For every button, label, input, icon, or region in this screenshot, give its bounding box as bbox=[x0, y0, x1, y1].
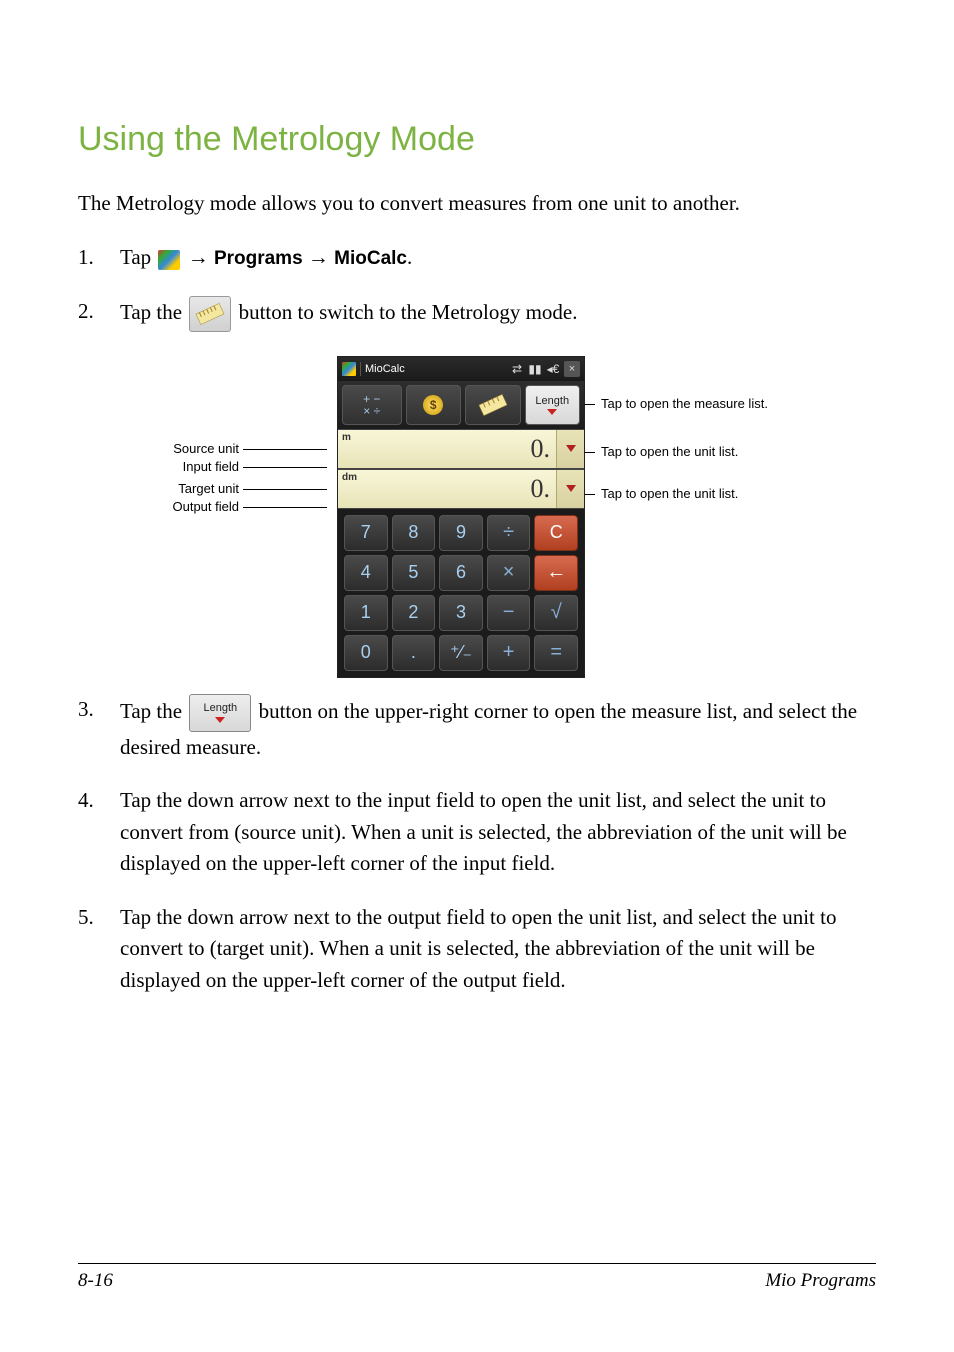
input-field[interactable]: m 0. bbox=[338, 429, 584, 469]
key-backspace[interactable]: ← bbox=[534, 555, 578, 591]
length-button-label: Length bbox=[204, 703, 238, 714]
mode-bar: + −× ÷ $ Length bbox=[338, 381, 584, 429]
metrology-mode-button[interactable] bbox=[465, 385, 521, 425]
currency-mode-button[interactable]: $ bbox=[406, 385, 462, 425]
keypad: 7 8 9 ÷ C 4 5 6 × ← 1 2 3 − √ 0 . ⁺⁄₋ + … bbox=[338, 509, 584, 677]
step2-a: Tap the bbox=[120, 300, 187, 324]
arrow-1: → bbox=[188, 246, 209, 269]
step-5: Tap the down arrow next to the output fi… bbox=[78, 902, 876, 997]
key-divide[interactable]: ÷ bbox=[487, 515, 531, 551]
step1-tap: Tap bbox=[120, 245, 156, 269]
close-icon[interactable]: × bbox=[564, 361, 580, 377]
key-4[interactable]: 4 bbox=[344, 555, 388, 591]
key-subtract[interactable]: − bbox=[487, 595, 531, 631]
miocalc-label: MioCalc bbox=[334, 248, 407, 269]
step3-a: Tap the bbox=[120, 699, 187, 723]
measure-selector-label: Length bbox=[535, 395, 569, 407]
calculator-mode-button[interactable]: + −× ÷ bbox=[342, 385, 402, 425]
key-multiply[interactable]: × bbox=[487, 555, 531, 591]
step-3: Tap the Length button on the upper-right… bbox=[78, 694, 876, 764]
key-sqrt[interactable]: √ bbox=[534, 595, 578, 631]
title-bar: MioCalc ⇄ ▮▮ ◂€ × bbox=[338, 357, 584, 381]
step-1: Tap → Programs → MioCalc. bbox=[78, 242, 876, 274]
source-unit-dropdown[interactable] bbox=[556, 430, 584, 468]
chevron-down-icon bbox=[547, 409, 557, 415]
signal-icon[interactable]: ▮▮ bbox=[528, 362, 542, 376]
title-divider bbox=[360, 362, 361, 376]
intro-text: The Metrology mode allows you to convert… bbox=[78, 189, 876, 218]
miocalc-window: MioCalc ⇄ ▮▮ ◂€ × + −× ÷ $ bbox=[337, 356, 585, 678]
programs-label: Programs bbox=[214, 248, 303, 269]
key-1[interactable]: 1 bbox=[344, 595, 388, 631]
key-2[interactable]: 2 bbox=[392, 595, 436, 631]
callout-output-field: Output field bbox=[173, 499, 240, 514]
key-3[interactable]: 3 bbox=[439, 595, 483, 631]
key-plusminus[interactable]: ⁺⁄₋ bbox=[439, 635, 483, 671]
callout-measure-list: Tap to open the measure list. bbox=[601, 396, 768, 411]
ruler-button-icon bbox=[189, 296, 231, 332]
page-footer: 8-16 Mio Programs bbox=[78, 1263, 876, 1292]
window-title: MioCalc bbox=[365, 363, 405, 375]
start-icon bbox=[158, 250, 180, 270]
key-add[interactable]: + bbox=[487, 635, 531, 671]
app-logo-icon bbox=[342, 362, 356, 376]
key-dot[interactable]: . bbox=[392, 635, 436, 671]
chevron-down-icon bbox=[566, 445, 576, 452]
callout-input-field: Input field bbox=[183, 459, 239, 474]
step-2: Tap the button to switch to the Metrolog… bbox=[78, 296, 876, 332]
source-unit-label: m bbox=[342, 432, 351, 443]
key-clear[interactable]: C bbox=[534, 515, 578, 551]
chevron-down-icon bbox=[215, 717, 225, 723]
volume-icon[interactable]: ◂€ bbox=[546, 362, 560, 376]
length-button-icon: Length bbox=[189, 694, 251, 732]
key-6[interactable]: 6 bbox=[439, 555, 483, 591]
page-heading: Using the Metrology Mode bbox=[78, 120, 876, 159]
metrology-figure: Source unit Input field Target unit Outp… bbox=[127, 356, 827, 666]
key-9[interactable]: 9 bbox=[439, 515, 483, 551]
callout-target-unit: Target unit bbox=[178, 481, 239, 496]
currency-icon: $ bbox=[423, 395, 443, 415]
step-4: Tap the down arrow next to the input fie… bbox=[78, 785, 876, 880]
output-field: dm 0. bbox=[338, 469, 584, 509]
step1-dot: . bbox=[407, 245, 412, 269]
key-7[interactable]: 7 bbox=[344, 515, 388, 551]
callout-unit-list-2: Tap to open the unit list. bbox=[601, 486, 738, 501]
target-unit-label: dm bbox=[342, 472, 357, 483]
key-equals[interactable]: = bbox=[534, 635, 578, 671]
measure-selector-button[interactable]: Length bbox=[525, 385, 581, 425]
step2-b: button to switch to the Metrology mode. bbox=[239, 300, 578, 324]
page-number: 8-16 bbox=[78, 1270, 113, 1292]
output-value: 0. bbox=[338, 470, 556, 508]
input-value: 0. bbox=[338, 430, 556, 468]
callout-unit-list-1: Tap to open the unit list. bbox=[601, 444, 738, 459]
callout-source-unit: Source unit bbox=[173, 441, 239, 456]
chevron-down-icon bbox=[566, 485, 576, 492]
section-name: Mio Programs bbox=[765, 1270, 876, 1292]
key-8[interactable]: 8 bbox=[392, 515, 436, 551]
key-5[interactable]: 5 bbox=[392, 555, 436, 591]
connect-icon[interactable]: ⇄ bbox=[510, 362, 524, 376]
key-0[interactable]: 0 bbox=[344, 635, 388, 671]
target-unit-dropdown[interactable] bbox=[556, 470, 584, 508]
arrow-2: → bbox=[308, 246, 329, 269]
